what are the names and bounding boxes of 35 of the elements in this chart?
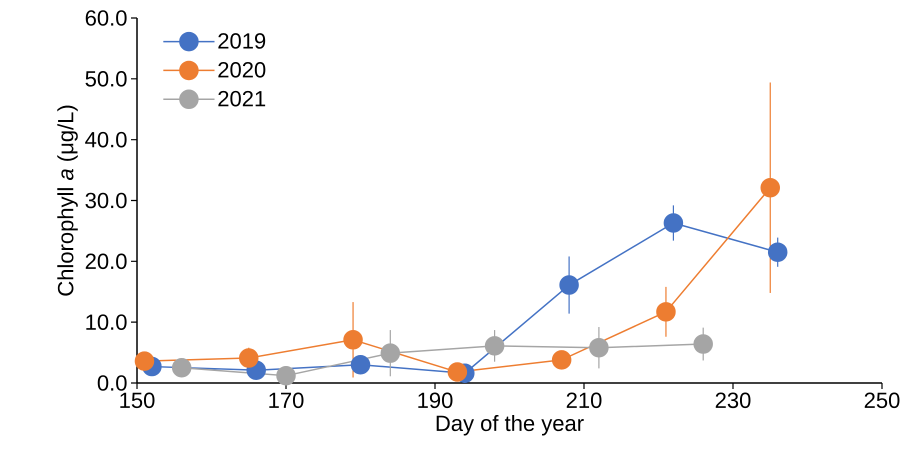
point	[589, 338, 609, 358]
y-tick-label: 40.0	[85, 132, 127, 148]
point	[350, 354, 370, 374]
point	[656, 302, 676, 322]
x-tick-label: 250	[864, 392, 900, 408]
point	[276, 366, 296, 386]
point	[343, 330, 363, 350]
legend-label: 2019	[218, 33, 266, 49]
legend-label: 2021	[218, 90, 266, 106]
y-tick-label: 60.0	[86, 10, 127, 26]
x-tick-label: 210	[566, 392, 602, 408]
y-tick-label: 30.0	[85, 192, 127, 208]
y-tick-label: 0.0	[98, 375, 127, 391]
y-tick-label: 20.0	[86, 254, 127, 270]
point	[768, 242, 788, 262]
y-tick-label: 10.0	[86, 314, 127, 330]
point	[693, 334, 713, 354]
point	[664, 213, 684, 233]
point	[552, 350, 572, 370]
x-tick-label: 190	[418, 392, 452, 408]
point	[559, 275, 579, 295]
x-tick-label: 170	[269, 392, 304, 408]
point	[239, 348, 259, 368]
y-tick-label: 50.0	[86, 71, 127, 87]
x-tick-label: 230	[716, 392, 750, 408]
x-axis-title: Day of the year	[436, 414, 584, 436]
point	[172, 358, 192, 378]
point	[448, 362, 468, 382]
y-axis-title: Chlorophyll a (μg/L)	[57, 106, 78, 296]
x-tick-label: 150	[120, 392, 154, 408]
point	[760, 178, 780, 198]
legend-label: 2020	[218, 62, 266, 78]
point	[484, 336, 504, 356]
point	[380, 343, 400, 363]
point	[134, 351, 154, 371]
